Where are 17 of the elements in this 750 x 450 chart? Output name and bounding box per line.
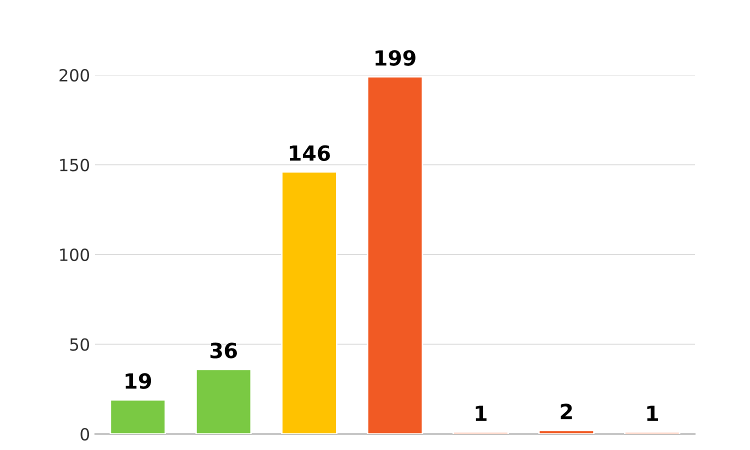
data-label: 2 xyxy=(560,404,572,420)
y-tick-label: 50 xyxy=(70,338,90,351)
data-label: 1 xyxy=(647,406,658,421)
bar xyxy=(110,399,166,434)
data-label: 146 xyxy=(290,145,330,161)
y-tick-label: 0 xyxy=(80,428,90,441)
data-label: 199 xyxy=(376,50,416,66)
y-tick-label: 100 xyxy=(60,248,90,262)
bar xyxy=(195,368,252,434)
data-label: 36 xyxy=(210,342,237,358)
bar xyxy=(281,171,338,434)
y-tick-label: 150 xyxy=(60,158,90,172)
y-tick-label: 200 xyxy=(60,68,90,82)
data-label: 1 xyxy=(476,406,487,421)
bar xyxy=(538,430,595,434)
bar xyxy=(366,76,424,434)
data-label: 19 xyxy=(126,373,152,389)
